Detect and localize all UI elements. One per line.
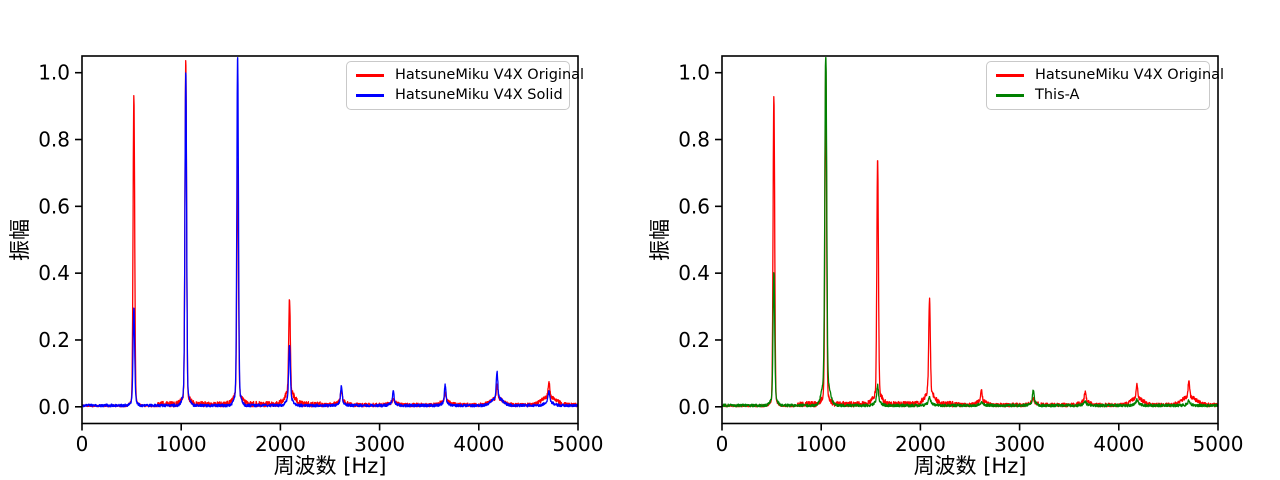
legend-label: HatsuneMiku V4X Original	[1035, 66, 1225, 83]
x-axis-title: 周波数 [Hz]	[274, 454, 387, 478]
legend-label: This-A	[1035, 87, 1080, 104]
x-axis-title: 周波数 [Hz]	[914, 454, 1027, 478]
y-axis-tick-label: 0.6	[38, 194, 70, 218]
y-axis-tick-label: 0.6	[678, 194, 710, 218]
x-axis-tick-label: 3000	[354, 432, 405, 456]
legend: HatsuneMiku V4X Original This-A	[986, 61, 1224, 110]
legend-line-swatch	[356, 94, 384, 98]
legend-item: HatsuneMiku V4X Original	[356, 66, 584, 85]
y-axis-tick-label: 0.0	[38, 395, 70, 419]
y-axis-tick-label: 0.0	[678, 395, 710, 419]
y-axis-title: 振幅	[8, 219, 32, 261]
spectrum-line-original	[82, 59, 578, 408]
y-axis-tick-label: 0.4	[38, 261, 70, 285]
y-axis-tick-label: 0.4	[678, 261, 710, 285]
spectrum-line-comparison	[722, 57, 1218, 408]
x-axis-tick-label: 5000	[553, 432, 604, 456]
y-axis-title: 振幅	[648, 219, 672, 261]
x-axis-tick-label: 4000	[453, 432, 504, 456]
y-axis-tick-label: 0.8	[38, 128, 70, 152]
x-axis-tick-label: 0	[76, 432, 89, 456]
legend-line-swatch	[356, 73, 384, 77]
y-axis-tick-label: 0.2	[678, 328, 710, 352]
x-axis-tick-label: 3000	[994, 432, 1045, 456]
legend-line-swatch	[996, 94, 1024, 98]
legend-item: This-A	[996, 86, 1201, 105]
x-axis-tick-label: 2000	[255, 432, 306, 456]
plot-frame	[81, 55, 579, 425]
left-spectrum-subplot: 0 1000 2000 3000 4000 5000 0.0 0.2 0.4 0.6 0.8 1.0 周…	[8, 55, 604, 478]
x-axis-tick-label: 1000	[156, 432, 207, 456]
legend-item: HatsuneMiku V4X Solid	[356, 86, 563, 105]
x-axis-tick-label: 0	[716, 432, 729, 456]
x-axis-tick-label: 5000	[1193, 432, 1244, 456]
legend-line-swatch	[996, 73, 1024, 77]
spectrum-line-comparison	[82, 57, 578, 408]
legend: HatsuneMiku V4X Original HatsuneMiku V4X …	[346, 61, 584, 110]
x-axis-tick-label: 2000	[895, 432, 946, 456]
spectrum-line-original	[722, 61, 1218, 408]
legend-label: HatsuneMiku V4X Original	[395, 66, 585, 83]
x-axis-tick-label: 4000	[1093, 432, 1144, 456]
y-axis-tick-label: 1.0	[38, 61, 70, 85]
legend-item: HatsuneMiku V4X Original	[996, 66, 1224, 85]
spectrum-plot-svg: 0 1000 2000 3000 4000 5000 0.0 0.2 0.4 0.6 0.8 1.0 周…	[8, 55, 604, 478]
legend-label: HatsuneMiku V4X Solid	[395, 87, 563, 104]
right-spectrum-subplot: 0 1000 2000 3000 4000 5000 0.0 0.2 0.4 0.6 0.8 1.0 周…	[640, 0, 1280, 480]
plot-frame	[721, 55, 1219, 425]
y-axis-tick-label: 0.2	[38, 328, 70, 352]
y-axis-tick-label: 1.0	[678, 61, 710, 85]
spectrum-plot-svg: 0 1000 2000 3000 4000 5000 0.0 0.2 0.4 0.6 0.8 1.0 周…	[648, 55, 1244, 478]
y-axis-tick-label: 0.8	[678, 128, 710, 152]
x-axis-tick-label: 1000	[796, 432, 847, 456]
